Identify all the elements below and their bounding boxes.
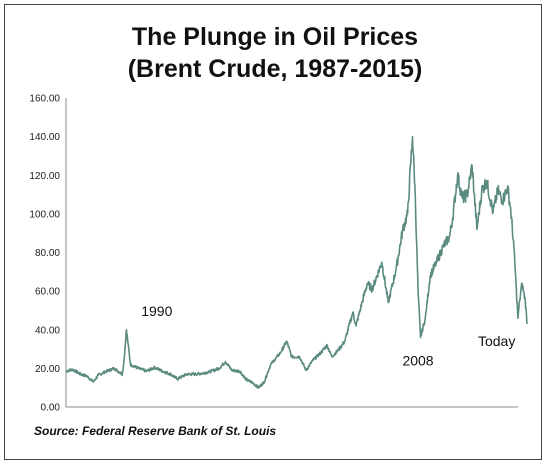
source-note: Source: Federal Reserve Bank of St. Loui… xyxy=(34,424,277,438)
annotations: 1990 2008 Today xyxy=(141,303,515,369)
y-tick-label: 160.00 xyxy=(29,94,60,105)
series-group xyxy=(65,135,528,389)
y-tick-label: 80.00 xyxy=(35,248,60,259)
y-tick-labels: 0.00 20.00 40.00 60.00 80.00 100.00 120.00 140.… xyxy=(29,94,60,414)
chart-frame xyxy=(4,4,542,460)
y-tick-label: 120.00 xyxy=(29,171,60,182)
chart-title: The Plunge in Oil Prices xyxy=(131,23,419,51)
y-tick-label: 40.00 xyxy=(35,325,60,336)
y-tick-label: 60.00 xyxy=(35,287,60,298)
y-tick-label: 0.00 xyxy=(41,403,61,414)
annotation-label: 2008 xyxy=(402,352,433,368)
y-tick-label: 20.00 xyxy=(35,364,60,375)
chart-subtitle: (Brent Crude, 1987-2015) xyxy=(127,55,423,83)
annotation-label: 1990 xyxy=(141,303,172,319)
y-tick-label: 140.00 xyxy=(29,132,60,143)
series-line xyxy=(65,135,528,389)
y-tick-label: 100.00 xyxy=(29,209,60,220)
annotation-label: Today xyxy=(478,333,515,349)
